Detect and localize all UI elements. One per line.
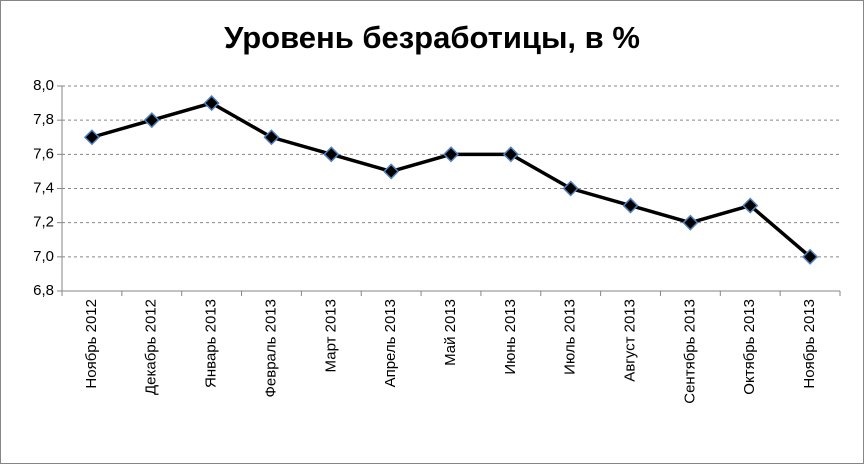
y-tick-label: 7,4 bbox=[33, 179, 54, 196]
marker bbox=[742, 197, 759, 214]
x-tick-label: Июнь 2013 bbox=[502, 299, 519, 375]
y-tick-label: 8,0 bbox=[33, 77, 54, 94]
x-tick-label: Ноябрь 2013 bbox=[801, 299, 818, 389]
x-tick-label: Февраль 2013 bbox=[262, 299, 279, 398]
x-tick-label: Ноябрь 2012 bbox=[83, 299, 100, 389]
x-tick-label: Декабрь 2012 bbox=[143, 299, 160, 395]
x-tick-label: Апрель 2013 bbox=[382, 299, 399, 387]
y-tick-label: 7,6 bbox=[33, 145, 54, 162]
marker bbox=[502, 146, 519, 163]
x-tick-label: Май 2013 bbox=[442, 299, 459, 366]
y-tick-label: 7,8 bbox=[33, 111, 54, 128]
marker bbox=[83, 129, 100, 146]
marker bbox=[562, 180, 579, 197]
marker bbox=[682, 214, 699, 231]
x-tick-label: Август 2013 bbox=[622, 299, 639, 382]
x-tick-label: Март 2013 bbox=[322, 299, 339, 372]
x-tick-label: Октябрь 2013 bbox=[741, 299, 758, 395]
x-tick-label: Январь 2013 bbox=[203, 299, 220, 388]
marker bbox=[802, 248, 819, 265]
marker bbox=[383, 163, 400, 180]
marker bbox=[323, 146, 340, 163]
marker bbox=[442, 146, 460, 163]
x-tick-label: Сентябрь 2013 bbox=[681, 299, 698, 404]
y-tick-label: 7,2 bbox=[33, 214, 54, 231]
marker bbox=[263, 129, 280, 146]
chart-title: Уровень безработицы, в % bbox=[224, 20, 640, 55]
x-tick-label: Июль 2013 bbox=[562, 299, 579, 375]
marker bbox=[622, 197, 639, 214]
marker bbox=[143, 112, 160, 129]
y-tick-label: 7,0 bbox=[33, 248, 54, 265]
y-tick-label: 6,8 bbox=[33, 282, 54, 299]
marker bbox=[203, 95, 220, 112]
